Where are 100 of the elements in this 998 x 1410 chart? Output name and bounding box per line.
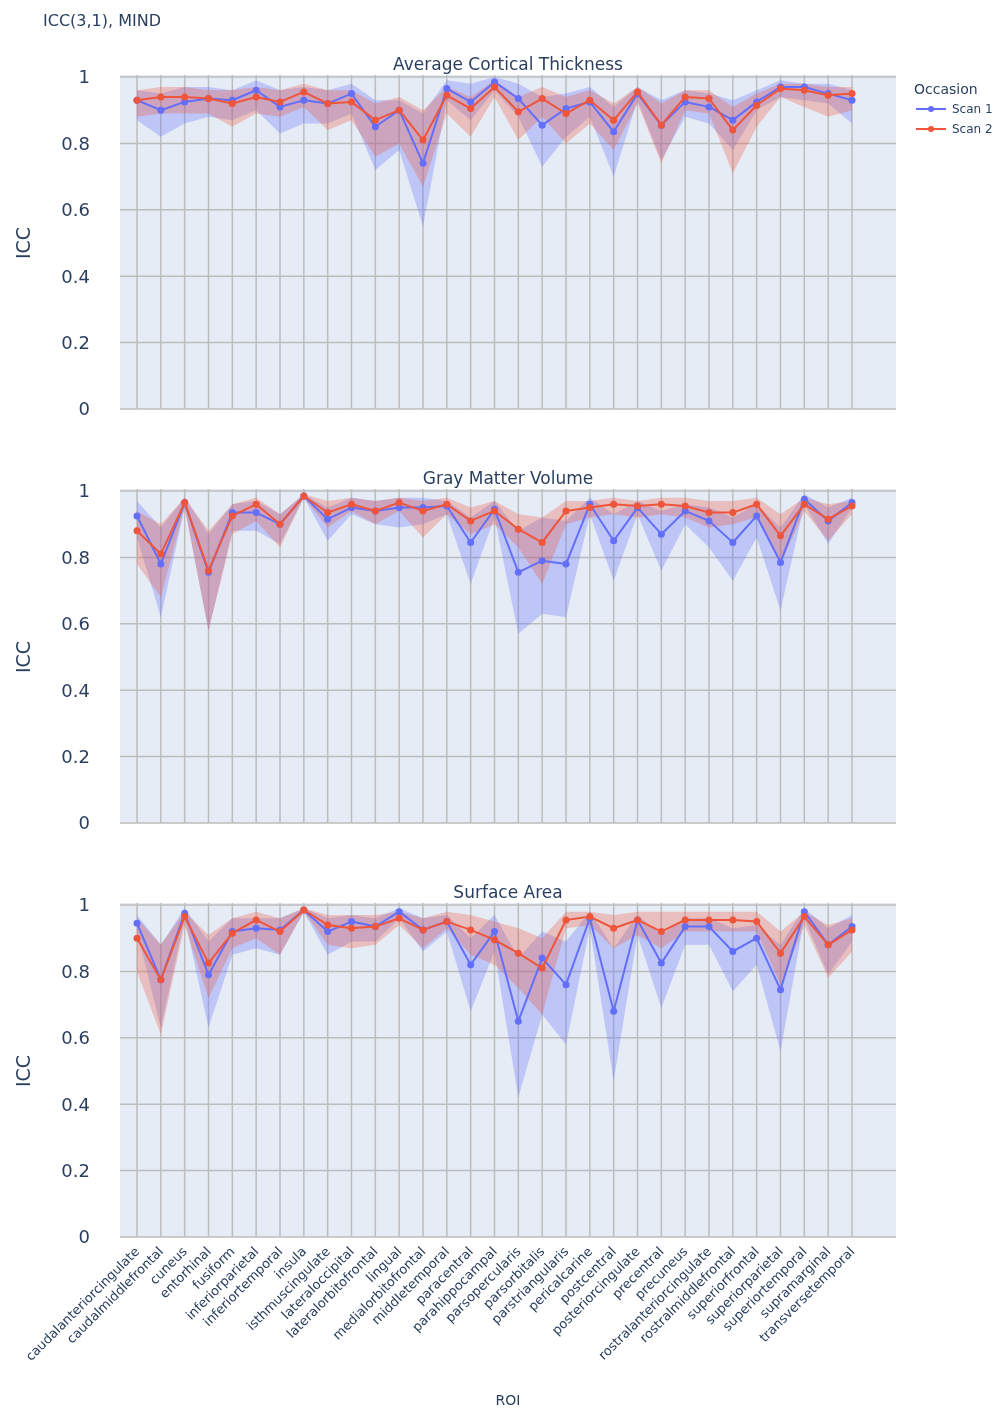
point xyxy=(705,517,713,525)
point xyxy=(777,532,784,540)
point xyxy=(729,509,737,517)
point xyxy=(252,509,260,517)
point xyxy=(395,499,403,507)
point xyxy=(729,916,737,924)
chart-title: Average Cortical Thickness xyxy=(393,54,624,74)
y-tick-label: 0 xyxy=(78,398,90,420)
point xyxy=(657,959,665,967)
point xyxy=(705,103,713,111)
text: ICC(3,1), MIND xyxy=(43,11,161,30)
point xyxy=(324,928,332,936)
point xyxy=(800,500,808,508)
point xyxy=(467,926,475,934)
point xyxy=(491,928,498,936)
point xyxy=(300,96,308,104)
point xyxy=(491,936,498,944)
point xyxy=(538,538,546,546)
point xyxy=(348,924,355,932)
point xyxy=(324,515,332,523)
point xyxy=(562,981,570,989)
point xyxy=(753,918,761,926)
point xyxy=(848,96,856,104)
point xyxy=(419,136,427,144)
point xyxy=(252,500,260,508)
y-axis-title: ICC xyxy=(12,640,34,674)
point xyxy=(467,538,475,546)
point xyxy=(205,959,212,967)
point xyxy=(705,95,713,103)
y-tick-label: 0.4 xyxy=(61,1093,90,1115)
point xyxy=(467,98,475,106)
y-tick-label: 0.6 xyxy=(61,199,90,221)
y-tick-label: 0.6 xyxy=(61,613,90,635)
point xyxy=(514,95,522,103)
point xyxy=(348,90,355,98)
point xyxy=(395,914,403,922)
point xyxy=(467,105,475,113)
point xyxy=(348,918,355,926)
point xyxy=(610,1007,618,1015)
point xyxy=(181,93,189,101)
y-tick-label: 0.2 xyxy=(61,745,90,767)
point xyxy=(371,116,379,124)
point xyxy=(610,128,618,136)
y-tick-label: 0.2 xyxy=(61,331,90,353)
point xyxy=(681,923,689,931)
point xyxy=(729,947,737,955)
point xyxy=(777,986,784,994)
y-tick-label: 0 xyxy=(78,812,90,834)
point xyxy=(419,159,427,167)
point xyxy=(562,560,570,568)
point xyxy=(538,557,546,565)
point xyxy=(181,913,189,921)
point xyxy=(705,916,713,924)
y-tick-label: 0.8 xyxy=(61,960,90,982)
point xyxy=(514,525,522,533)
point xyxy=(562,110,570,118)
point xyxy=(133,527,141,535)
point xyxy=(514,1017,522,1025)
point xyxy=(228,100,236,108)
point xyxy=(848,90,856,98)
y-axis-title: ICC xyxy=(12,1054,34,1088)
point xyxy=(324,921,332,929)
point xyxy=(729,116,737,124)
point xyxy=(729,126,737,134)
legend-title: Occasion xyxy=(914,80,978,97)
point xyxy=(800,913,808,921)
point xyxy=(252,86,260,94)
point xyxy=(514,949,522,957)
point xyxy=(657,530,665,538)
point xyxy=(538,954,546,962)
y-tick-label: 0.2 xyxy=(61,1159,90,1181)
point xyxy=(252,924,260,932)
point xyxy=(562,507,570,515)
point xyxy=(205,971,212,979)
point xyxy=(514,108,522,116)
point xyxy=(705,509,713,517)
point xyxy=(157,106,165,114)
y-axis-title: ICC xyxy=(12,226,34,260)
point xyxy=(157,560,165,568)
point xyxy=(681,93,689,101)
point xyxy=(657,500,665,508)
point xyxy=(514,568,522,576)
point xyxy=(729,538,737,546)
point xyxy=(610,500,618,508)
point xyxy=(395,908,403,916)
point xyxy=(753,512,761,520)
point xyxy=(610,537,618,545)
point xyxy=(777,949,784,957)
point xyxy=(491,83,498,91)
y-tick-label: 1 xyxy=(78,894,90,916)
x-axis-title: ROI xyxy=(495,1392,521,1408)
point xyxy=(753,500,761,508)
point xyxy=(276,98,284,106)
point xyxy=(467,961,475,969)
y-tick-label: 1 xyxy=(78,480,90,502)
point xyxy=(562,916,570,924)
y-tick-label: 0.6 xyxy=(61,1027,90,1049)
point xyxy=(538,95,546,103)
y-tick-label: 1 xyxy=(78,66,90,88)
legend-label: Scan 2 xyxy=(952,122,993,137)
